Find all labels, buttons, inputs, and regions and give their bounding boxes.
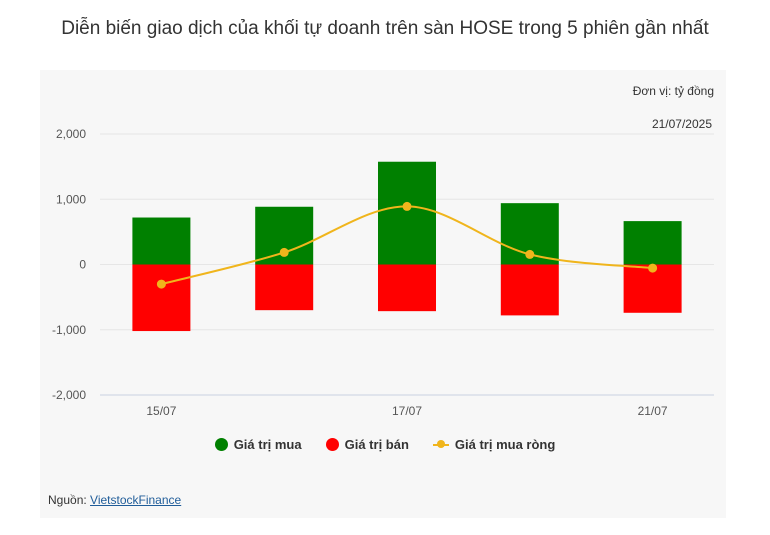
net-point — [402, 201, 412, 211]
legend-net-label: Giá trị mua ròng — [454, 437, 556, 452]
x-tick-label: 15/07 — [146, 404, 176, 418]
legend-net-symbol — [432, 438, 449, 451]
x-tick-label: 17/07 — [392, 404, 422, 418]
legend-sell-label: Giá trị bán — [344, 437, 409, 452]
unit-label: Đơn vị: tỷ đồng — [632, 84, 714, 98]
y-tick-label: -1,000 — [52, 323, 86, 337]
legend-buy-symbol — [214, 438, 228, 451]
legend-buy-label: Giá trị mua — [233, 437, 302, 452]
bar-sell — [132, 264, 191, 332]
bar-buy — [132, 217, 191, 265]
legend-item-buy[interactable]: Giá trị mua — [214, 437, 302, 452]
x-tick-label: 21/07 — [638, 404, 668, 418]
source-prefix: Nguồn: — [48, 493, 91, 507]
legend-item-net[interactable]: Giá trị mua ròng — [432, 437, 556, 452]
net-point — [279, 247, 289, 257]
net-point — [156, 279, 166, 289]
date-label: 21/07/2025 — [651, 117, 712, 131]
bar-sell — [255, 264, 314, 311]
bar-sell — [378, 264, 436, 312]
bar-buy — [623, 221, 682, 265]
source-note: Nguồn: VietstockFinance — [48, 493, 181, 507]
y-tick-label: -2,000 — [52, 388, 86, 402]
y-tick-label: 0 — [79, 258, 86, 272]
source-link[interactable]: VietstockFinance — [90, 493, 182, 507]
net-point — [648, 263, 658, 273]
chart-title: Diễn biến giao dịch của khối tự doanh tr… — [61, 18, 709, 39]
legend: Giá trị mua Giá trị bán Giá trị mua ròng — [0, 437, 770, 452]
y-tick-label: 1,000 — [56, 192, 86, 206]
bar-buy — [378, 161, 436, 265]
bar-sell — [500, 264, 559, 316]
y-tick-label: 2,000 — [56, 127, 86, 141]
net-point — [525, 249, 535, 259]
legend-item-sell[interactable]: Giá trị bán — [325, 437, 409, 452]
legend-sell-symbol — [325, 438, 339, 451]
